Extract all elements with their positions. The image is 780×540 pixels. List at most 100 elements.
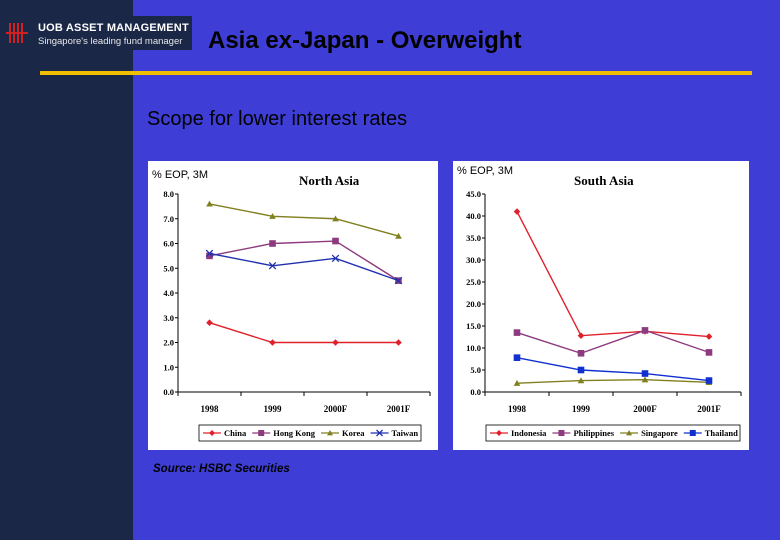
chart-unit-label: % EOP, 3M xyxy=(457,165,514,177)
y-tick-label: 40.0 xyxy=(466,211,481,221)
data-point xyxy=(513,354,521,361)
data-point xyxy=(206,319,213,326)
y-tick-label: 5.0 xyxy=(470,365,481,375)
data-point xyxy=(705,333,713,340)
x-tick-label: 2001F xyxy=(697,404,721,414)
data-point xyxy=(332,215,339,222)
legend-marker xyxy=(376,429,384,437)
logo-icon xyxy=(6,23,28,43)
data-point xyxy=(641,327,649,334)
slide-title: Asia ex-Japan - Overweight xyxy=(208,27,522,54)
data-point xyxy=(641,370,649,377)
y-tick-label: 35.0 xyxy=(466,233,481,243)
logo-tagline: Singapore's leading fund manager xyxy=(38,36,183,47)
y-tick-label: 6.0 xyxy=(163,239,174,249)
legend-label: Thailand xyxy=(705,428,738,438)
x-tick-label: 1998 xyxy=(201,404,220,414)
series-line xyxy=(516,211,710,338)
company-logo: UOB ASSET MANAGEMENT Singapore's leading… xyxy=(0,16,192,50)
y-tick-label: 3.0 xyxy=(163,313,174,323)
x-tick-label: 2000F xyxy=(324,404,348,414)
y-tick-label: 20.0 xyxy=(466,299,481,309)
legend-label: Hong Kong xyxy=(273,428,316,438)
legend-marker xyxy=(209,430,215,436)
x-stroke xyxy=(268,262,277,270)
data-point xyxy=(641,376,649,383)
data-point xyxy=(577,377,585,384)
y-tick-label: 7.0 xyxy=(163,214,174,224)
x-tick-label: 2001F xyxy=(387,404,411,414)
chart-title: North Asia xyxy=(299,173,360,188)
legend-label: Philippines xyxy=(573,428,614,438)
y-tick-label: 25.0 xyxy=(466,277,481,287)
legend-label: Taiwan xyxy=(392,428,419,438)
data-point xyxy=(205,249,214,258)
logo-name: UOB ASSET MANAGEMENT xyxy=(38,22,189,34)
legend-label: China xyxy=(224,428,247,438)
legend-box xyxy=(485,424,741,442)
x-stroke xyxy=(394,276,403,285)
data-point xyxy=(513,208,521,215)
legend-marker xyxy=(496,430,502,436)
y-tick-label: 4.0 xyxy=(163,288,174,298)
data-point xyxy=(206,252,213,260)
data-point xyxy=(332,339,339,346)
series-line xyxy=(516,378,710,384)
data-point xyxy=(705,349,713,356)
legend-marker xyxy=(558,430,565,436)
series-line xyxy=(516,356,710,382)
x-stroke xyxy=(331,254,340,263)
data-point xyxy=(394,276,403,285)
data-point xyxy=(705,377,713,384)
series-line xyxy=(209,240,399,282)
x-tick-label: 2000F xyxy=(633,404,657,414)
x-stroke xyxy=(205,249,214,258)
x-tick-label: 1999 xyxy=(572,404,591,414)
sidebar-band xyxy=(0,0,133,540)
y-tick-label: 10.0 xyxy=(466,343,481,353)
chart-unit-label: % EOP, 3M xyxy=(152,169,209,181)
data-point xyxy=(577,366,585,374)
series-line xyxy=(209,203,399,237)
legend-marker xyxy=(327,430,334,436)
y-tick-label: 2.0 xyxy=(163,338,174,348)
legend-box xyxy=(198,424,422,442)
legend-label: Indonesia xyxy=(511,428,547,438)
x-tick-label: 1998 xyxy=(508,404,527,414)
legend-marker xyxy=(258,430,265,436)
legend-label: Singapore xyxy=(641,428,678,438)
y-tick-label: 1.0 xyxy=(163,362,174,372)
y-tick-label: 0.0 xyxy=(470,387,481,397)
data-point xyxy=(395,339,402,346)
y-tick-label: 45.0 xyxy=(466,189,481,199)
slide-subtitle: Scope for lower interest rates xyxy=(147,108,408,130)
chart-south-svg: 0.0 5.0 10.0 15.0 20.0 25.0 30.0 35.0 40.0 45.0 19… xyxy=(466,189,742,442)
legend-label: Korea xyxy=(342,428,365,438)
data-point xyxy=(332,237,339,245)
y-tick-label: 30.0 xyxy=(466,255,481,265)
y-tick-label: 5.0 xyxy=(163,263,174,273)
chart-north-svg: 0.0 1.0 2.0 3.0 4.0 5.0 6.0 7.0 8.0 1998 1999 2000F… xyxy=(163,189,431,442)
chart-title: South Asia xyxy=(574,173,634,188)
data-point xyxy=(206,200,213,207)
data-point xyxy=(268,262,277,270)
legend-marker xyxy=(626,430,633,436)
chart-south-asia: % EOP, 3M South Asia 0.0 5.0 10.0 15.0 20.0 2… xyxy=(453,161,749,450)
y-tick-label: 0.0 xyxy=(163,387,174,397)
data-point xyxy=(577,349,585,357)
data-point xyxy=(513,379,521,386)
chart-north-asia: % EOP, 3M North Asia 0.0 1.0 2.0 3.0 4.0 5.0 6… xyxy=(148,161,438,450)
series-line xyxy=(209,252,399,282)
series-line xyxy=(209,322,399,344)
data-point xyxy=(577,332,585,339)
data-point xyxy=(395,232,402,239)
series-line xyxy=(516,329,710,355)
y-tick-label: 8.0 xyxy=(163,189,174,199)
y-tick-label: 15.0 xyxy=(466,321,481,331)
data-point xyxy=(331,254,340,263)
data-point xyxy=(513,329,521,336)
data-point xyxy=(269,212,276,219)
x-tick-label: 1999 xyxy=(264,404,283,414)
x-stroke xyxy=(376,429,384,437)
data-point xyxy=(269,339,276,346)
